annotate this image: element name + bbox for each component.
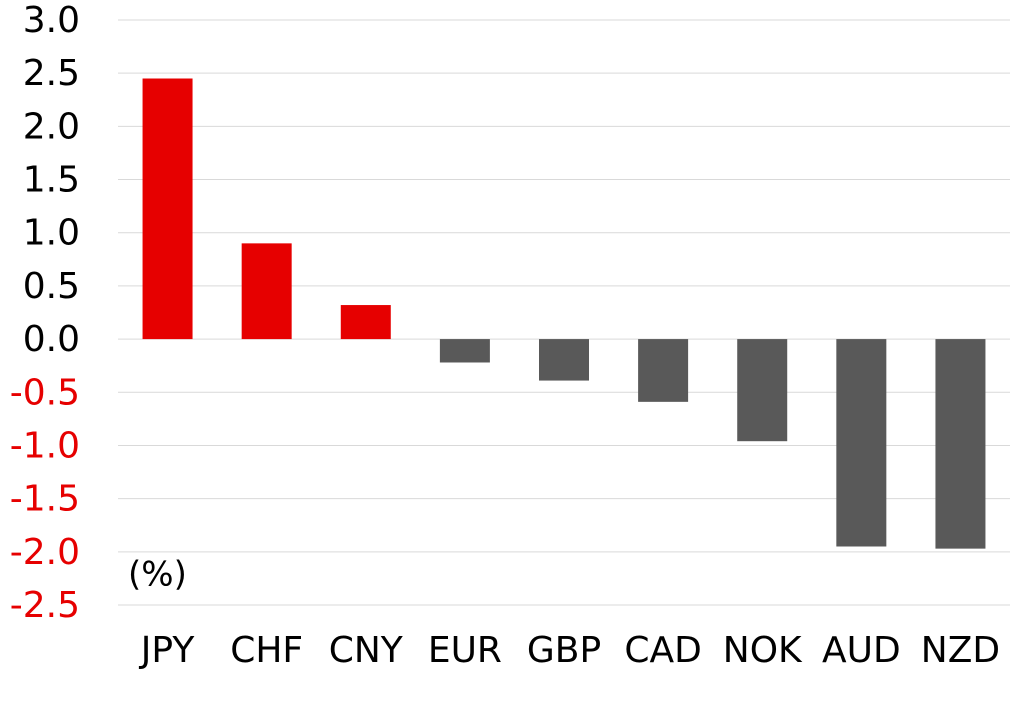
y-tick-label: 2.0 bbox=[23, 106, 80, 147]
y-tick-label: -0.5 bbox=[10, 372, 80, 413]
y-tick-label: -2.5 bbox=[10, 585, 80, 626]
bar bbox=[439, 339, 490, 363]
y-tick-label: -2.0 bbox=[10, 532, 80, 573]
y-tick-label: 0.0 bbox=[23, 319, 80, 360]
y-tick-label: -1.5 bbox=[10, 479, 80, 520]
x-tick-label: NOK bbox=[723, 630, 803, 671]
bar bbox=[142, 78, 193, 340]
bar bbox=[737, 339, 788, 442]
x-tick-label: CAD bbox=[624, 630, 701, 671]
x-tick-label: NZD bbox=[921, 630, 1000, 671]
x-tick-label: CHF bbox=[230, 630, 303, 671]
y-tick-label: 3.0 bbox=[23, 0, 80, 41]
bar bbox=[935, 339, 986, 549]
x-tick-label: EUR bbox=[428, 630, 502, 671]
y-tick-label: 1.5 bbox=[23, 160, 80, 201]
bar bbox=[836, 339, 887, 547]
bar bbox=[638, 339, 689, 402]
x-tick-label: AUD bbox=[822, 630, 901, 671]
y-tick-label: 0.5 bbox=[23, 266, 80, 307]
bar bbox=[539, 339, 589, 381]
bar bbox=[340, 305, 391, 340]
y-tick-label: 2.5 bbox=[23, 53, 80, 94]
unit-annotation: (%) bbox=[128, 555, 187, 595]
x-tick-label: GBP bbox=[527, 630, 601, 671]
x-tick-label: JPY bbox=[139, 630, 196, 671]
y-tick-label: 1.0 bbox=[23, 213, 80, 254]
y-tick-label: -1.0 bbox=[10, 425, 80, 466]
bar bbox=[241, 243, 292, 340]
x-tick-label: CNY bbox=[329, 630, 404, 671]
